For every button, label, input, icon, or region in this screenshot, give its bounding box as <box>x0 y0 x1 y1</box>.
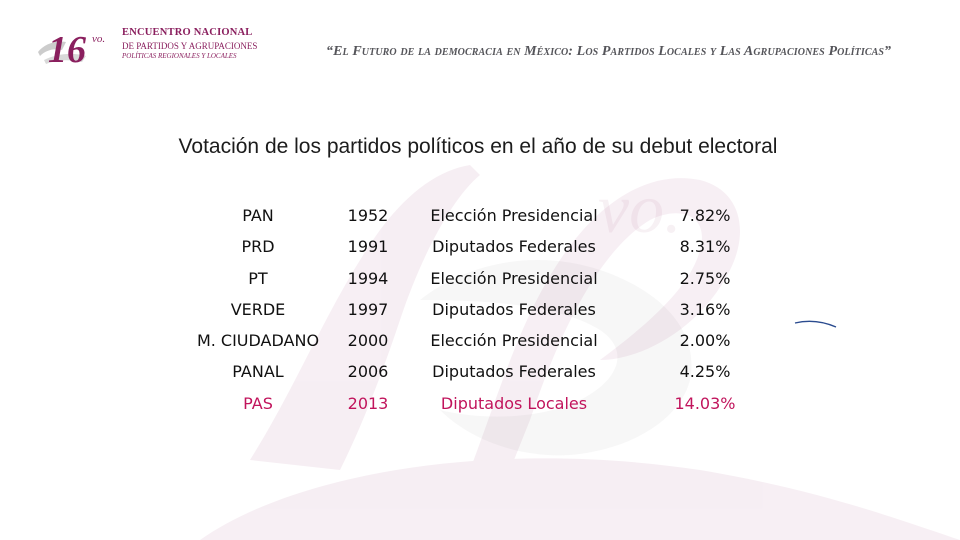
table-row: PAN 1952 Elección Presidencial 7.82% <box>0 206 960 232</box>
party-cell: PANAL <box>232 362 284 381</box>
logo-line-3: POLÍTICAS REGIONALES Y LOCALES <box>122 51 237 60</box>
party-cell: PAN <box>242 206 274 225</box>
vote-share-cell: 7.82% <box>679 206 731 225</box>
vote-share-cell: 14.03% <box>674 394 736 413</box>
table-row: PAS 2013 Diputados Locales 14.03% <box>0 394 960 420</box>
event-logo: 16 vo. ENCUENTRO NACIONAL DE PARTIDOS Y … <box>36 22 257 72</box>
election-type-cell: Elección Presidencial <box>430 269 598 288</box>
year-cell: 2013 <box>347 394 389 413</box>
slide-title: Votación de los partidos políticos en el… <box>178 135 778 158</box>
year-cell: 2006 <box>347 362 389 381</box>
election-type-cell: Diputados Federales <box>432 300 596 319</box>
vote-share-cell: 2.75% <box>679 269 731 288</box>
table-row: VERDE 1997 Diputados Federales 3.16% <box>0 300 960 326</box>
party-cell: VERDE <box>230 300 286 319</box>
election-type-cell: Elección Presidencial <box>430 331 598 350</box>
svg-text:16: 16 <box>48 29 86 68</box>
table-row: PT 1994 Elección Presidencial 2.75% <box>0 269 960 295</box>
party-cell: PRD <box>241 237 275 256</box>
logo-line-2: DE PARTIDOS Y AGRUPACIONES <box>122 40 258 51</box>
table-row: PRD 1991 Diputados Federales 8.31% <box>0 237 960 263</box>
year-cell: 2000 <box>347 331 389 350</box>
vote-share-cell: 3.16% <box>679 300 731 319</box>
party-cell: M. CIUDADANO <box>196 331 320 350</box>
election-type-cell: Diputados Federales <box>432 237 596 256</box>
logo-sixteen-icon: 16 vo. <box>38 29 105 68</box>
year-cell: 1991 <box>347 237 389 256</box>
year-cell: 1997 <box>347 300 389 319</box>
party-cell: PAS <box>243 394 273 413</box>
vote-share-cell: 2.00% <box>679 331 731 350</box>
election-type-cell: Diputados Federales <box>432 362 596 381</box>
year-cell: 1994 <box>347 269 389 288</box>
logo-line-1: ENCUENTRO NACIONAL <box>122 27 253 38</box>
table-row: M. CIUDADANO 2000 Elección Presidencial 2.0… <box>0 331 960 357</box>
vote-share-cell: 4.25% <box>679 362 731 381</box>
vote-share-cell: 8.31% <box>679 237 731 256</box>
header-quote: “El Futuro de la democracia en México: L… <box>326 44 892 59</box>
table-row: PANAL 2006 Diputados Federales 4.25% <box>0 362 960 388</box>
year-cell: 1952 <box>347 206 389 225</box>
party-cell: PT <box>248 269 268 288</box>
election-type-cell: Diputados Locales <box>440 394 588 413</box>
svg-text:vo.: vo. <box>598 171 682 248</box>
election-type-cell: Elección Presidencial <box>430 206 598 225</box>
decorative-stroke <box>794 320 837 328</box>
logo-ordinal: vo. <box>92 33 105 45</box>
